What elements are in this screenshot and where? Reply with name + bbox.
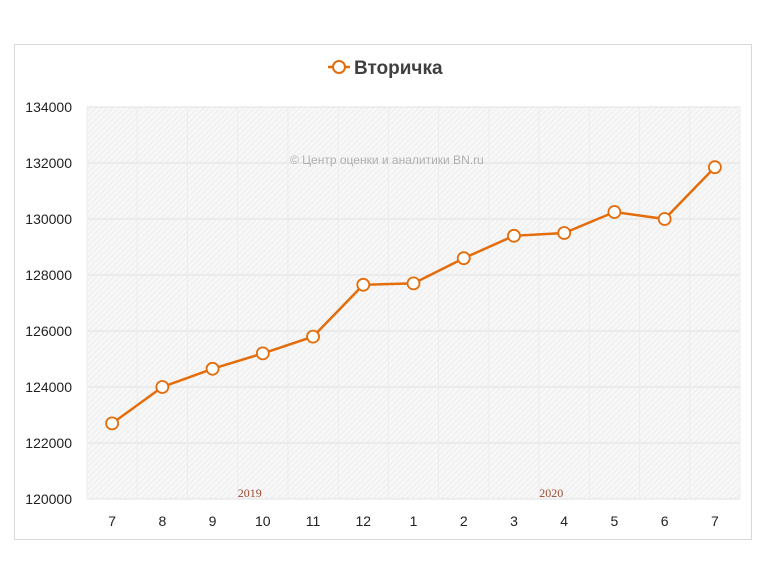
x-tick-label: 11 <box>306 513 321 529</box>
y-tick-label: 130000 <box>25 211 72 227</box>
legend: Вторичка <box>328 58 443 79</box>
x-tick-label: 4 <box>560 513 568 529</box>
data-point <box>255 346 270 361</box>
data-point <box>356 277 371 292</box>
data-point <box>557 226 572 240</box>
data-point <box>205 361 220 376</box>
y-tick-label: 120000 <box>25 491 72 507</box>
data-point <box>406 276 421 291</box>
y-tick-label: 134000 <box>25 99 72 115</box>
data-point <box>155 380 170 394</box>
y-tick-label: 132000 <box>25 155 72 171</box>
x-tick-label: 3 <box>510 513 518 529</box>
year-label: 2019 <box>238 486 262 500</box>
y-tick-label: 126000 <box>25 323 72 339</box>
watermark: © Центр оценки и аналитики BN.ru <box>290 153 484 167</box>
data-point <box>306 329 320 344</box>
x-tick-label: 12 <box>355 513 371 529</box>
year-label: 2020 <box>539 486 563 500</box>
chart-frame <box>14 44 752 540</box>
x-tick-label: 7 <box>108 513 116 529</box>
x-tick-label: 5 <box>611 513 619 529</box>
x-tick-label: 9 <box>209 513 217 529</box>
x-tick-label: 2 <box>460 513 468 529</box>
y-tick-label: 128000 <box>25 267 72 283</box>
data-point <box>657 212 672 226</box>
x-tick-label: 8 <box>158 513 166 529</box>
y-tick-label: 124000 <box>25 379 72 395</box>
x-tick-label: 1 <box>410 513 418 529</box>
y-tick-label: 122000 <box>25 435 72 451</box>
data-point <box>507 228 521 243</box>
x-tick-label: 10 <box>255 513 271 529</box>
data-point <box>456 251 471 266</box>
data-point <box>607 205 622 219</box>
legend-marker-icon <box>332 60 346 74</box>
x-tick-label: 6 <box>661 513 669 529</box>
data-point <box>707 160 722 175</box>
data-point <box>105 416 120 431</box>
chart-title: Вторичка <box>354 58 443 79</box>
plot-area <box>87 107 740 499</box>
x-tick-label: 7 <box>711 513 719 529</box>
